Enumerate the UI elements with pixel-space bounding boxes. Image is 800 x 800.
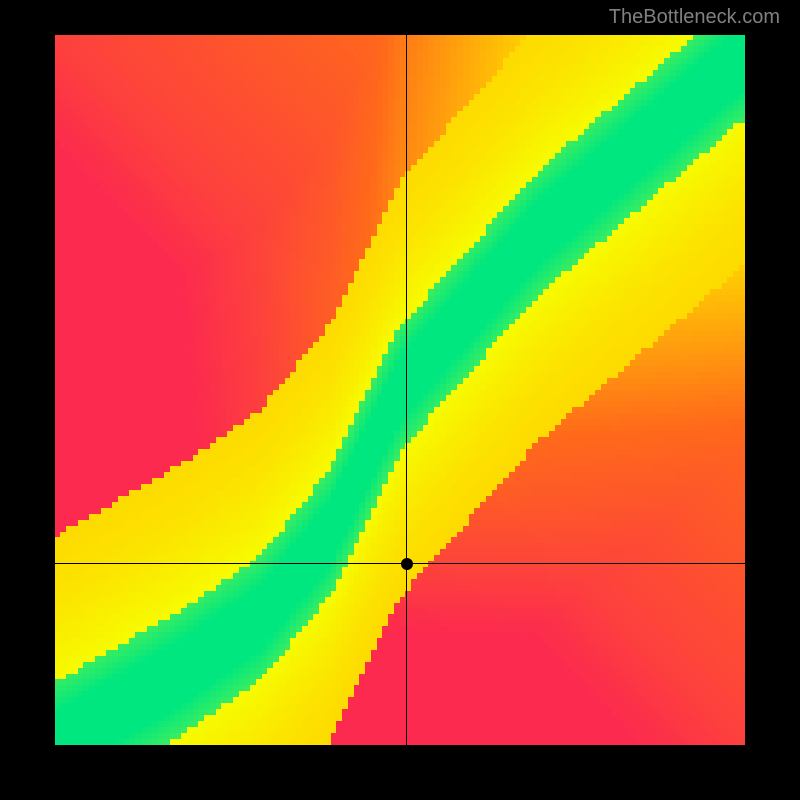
watermark-text: TheBottleneck.com — [609, 6, 780, 29]
heatmap-plot — [55, 35, 745, 745]
crosshair-vertical — [406, 35, 407, 745]
marker-dot — [401, 558, 413, 570]
heatmap-canvas — [55, 35, 745, 745]
